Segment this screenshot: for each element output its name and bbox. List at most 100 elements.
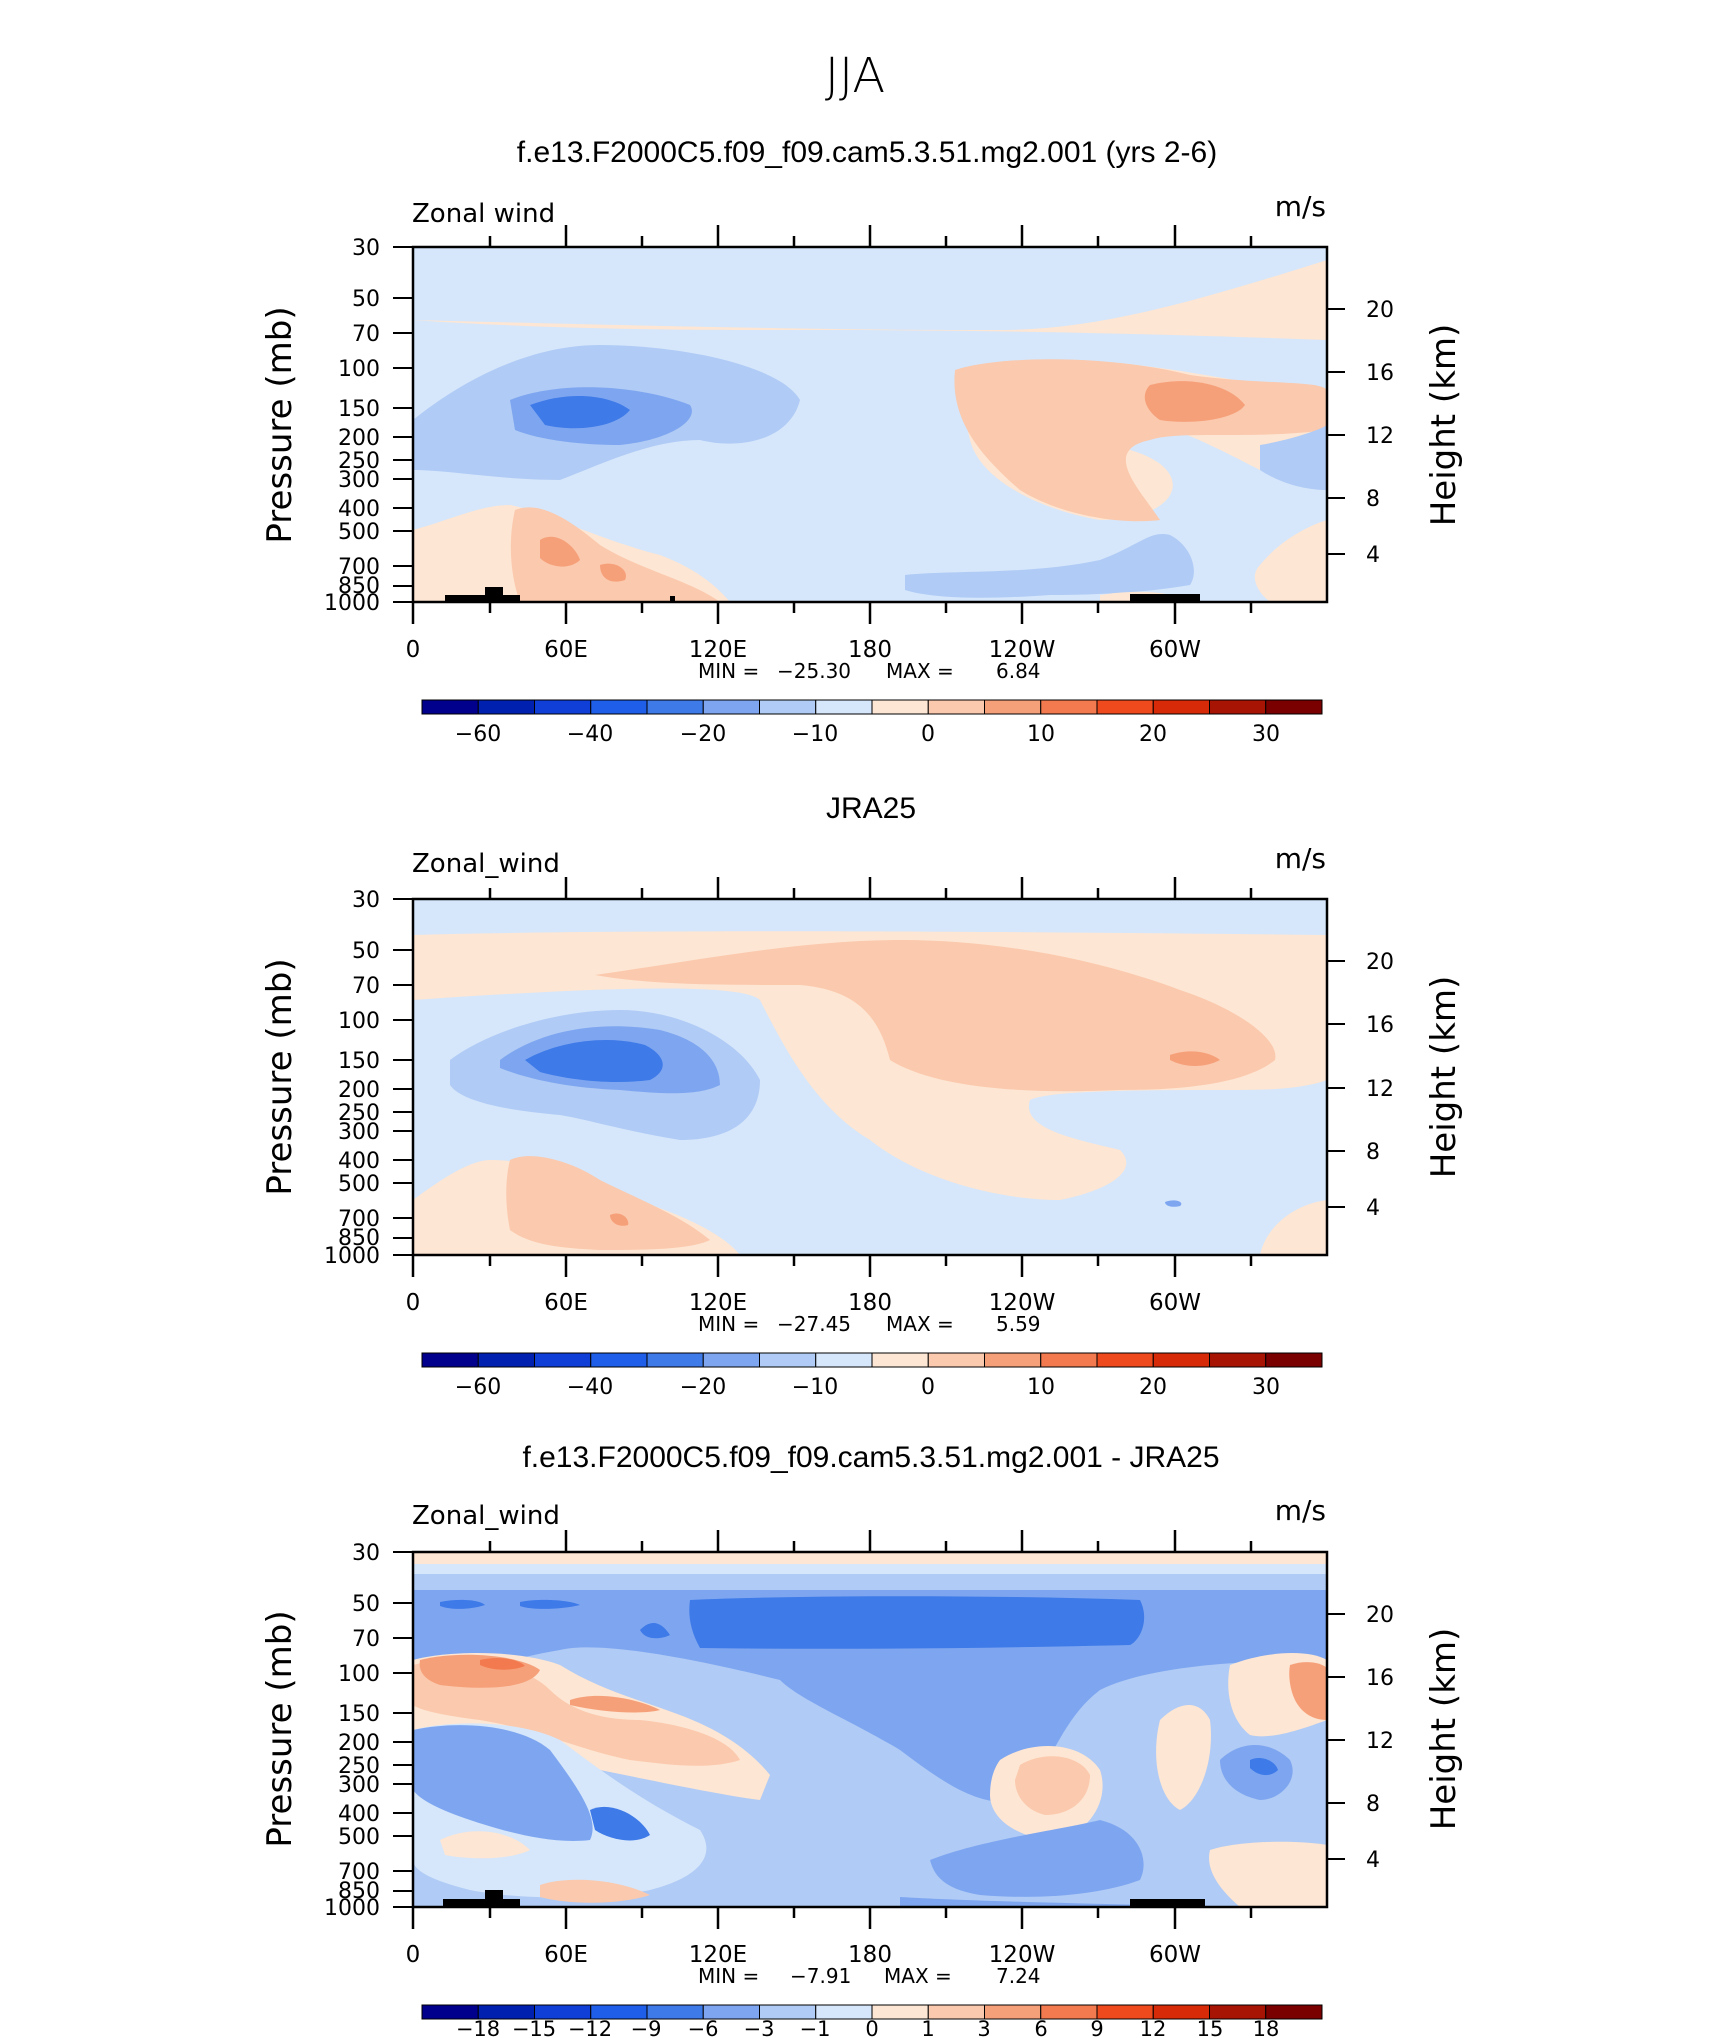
panel-1-y-ticks [393, 246, 413, 603]
colorbar-swatch-1-8 [871, 699, 929, 715]
panel-1-ytick-5: 200 [338, 426, 380, 451]
panel-1-colorbar-labels: −60 −40 −20 −10 0 10 20 30 [455, 722, 1280, 747]
panel-3-xtick-3: 180 [848, 1942, 892, 1968]
panel-1-rtick-1: 16 [1366, 361, 1394, 386]
panel-3-ytick-6: 250 [338, 1754, 380, 1779]
panel-3-xtick-2: 120E [689, 1942, 747, 1968]
panel-1-ytick-7: 300 [338, 468, 380, 493]
panel-2: JRA25 Zonal_wind m/s [260, 792, 1464, 1400]
panel-2-xtick-5: 60W [1149, 1290, 1201, 1316]
panel-2-ytick-10: 700 [338, 1207, 380, 1232]
panel-1-cbar-label-6: 20 [1139, 722, 1167, 747]
panel-1-x-tick-labels: 0 60E 120E 180 120W 60W [406, 637, 1201, 663]
panel-3-ytick-10: 700 [338, 1860, 380, 1885]
panel-3-ytick-7: 300 [338, 1773, 380, 1798]
panel-3-colorbar [421, 2004, 1323, 2020]
colorbar-swatch-1-14 [1209, 699, 1267, 715]
panel-1-ylabel: Pressure (mb) [260, 306, 300, 543]
panel-1-xtick-4: 120W [989, 637, 1056, 663]
colorbar-swatch-2-15 [1265, 1352, 1323, 1368]
panel-3-rtick-1: 16 [1366, 1666, 1394, 1691]
colorbar-swatch-2-9 [927, 1352, 985, 1368]
colorbar-swatch-2-2 [534, 1352, 592, 1368]
panel-2-ytick-3: 100 [338, 1009, 380, 1034]
panel-1-max-label: MAX = [886, 659, 954, 683]
panel-2-xtick-0: 0 [406, 1290, 421, 1316]
panel-3-x-ticks [411, 1530, 1253, 1929]
panel-3-ytick-5: 200 [338, 1731, 380, 1756]
panel-2-cbar-label-3: −10 [792, 1375, 838, 1400]
panel-3-cbar-label-12: 12 [1140, 2017, 1167, 2038]
panel-1-minmax: MIN = −25.30 MAX = 6.84 [698, 659, 1041, 683]
panel-3-right-tick-labels: 20 16 12 8 4 [1366, 1603, 1394, 1873]
panel-3-units-label: m/s [1275, 1494, 1326, 1527]
panel-3-ytick-3: 100 [338, 1662, 380, 1687]
panel-1-ytick-10: 700 [338, 555, 380, 580]
colorbar-swatch-2-14 [1209, 1352, 1267, 1368]
panel-3-cbar-label-0: −18 [456, 2017, 500, 2038]
panel-3-rtick-3: 8 [1366, 1792, 1380, 1817]
panel-2-field [413, 899, 1327, 1255]
panel-3-cbar-label-1: −15 [512, 2017, 556, 2038]
panel-2-ytick-8: 400 [338, 1149, 380, 1174]
panel-2-y-tick-labels: 30 50 70 100 150 200 250 300 400 500 700… [324, 888, 380, 1269]
panel-3-max-label: MAX = [884, 1964, 952, 1988]
panel-2-cbar-label-2: −20 [680, 1375, 726, 1400]
panel-2-ytick-4: 150 [338, 1049, 380, 1074]
panel-1-ytick-9: 500 [338, 520, 380, 545]
colorbar-swatch-1-10 [984, 699, 1042, 715]
colorbar-swatch-2-12 [1096, 1352, 1154, 1368]
panel-3-ytick-11: 850 [338, 1879, 380, 1904]
panel-2-ytick-7: 300 [338, 1120, 380, 1145]
panel-2-ytick-9: 500 [338, 1172, 380, 1197]
panel-3-ytick-8: 400 [338, 1802, 380, 1827]
panel-3-cbar-label-11: 9 [1090, 2017, 1103, 2038]
panel-2-max-value: 5.59 [996, 1312, 1041, 1336]
panel-3-cbar-label-4: −6 [688, 2017, 719, 2038]
panel-1-xtick-0: 0 [406, 637, 421, 663]
panel-3-rtick-0: 20 [1366, 1603, 1394, 1628]
colorbar-swatch-1-11 [1040, 699, 1098, 715]
panel-2-max-label: MAX = [886, 1312, 954, 1336]
colorbar-swatch-1-3 [590, 699, 648, 715]
panel-2-right-tick-labels: 20 16 12 8 4 [1366, 950, 1394, 1221]
panel-2-ytick-2: 70 [352, 974, 380, 999]
colorbar-swatch-3-15 [1265, 2004, 1323, 2020]
panel-3-title: f.e13.F2000C5.f09_f09.cam5.3.51.mg2.001 … [522, 1441, 1219, 1474]
panel-2-rtick-3: 8 [1366, 1140, 1380, 1165]
panel-2-ytick-1: 50 [352, 939, 380, 964]
panel-1-right-tick-labels: 20 16 12 8 4 [1366, 298, 1394, 568]
panel-2-ylabel: Pressure (mb) [260, 958, 300, 1195]
panel-1-rtick-4: 4 [1366, 543, 1380, 568]
colorbar-swatch-1-2 [534, 699, 592, 715]
panel-2-min-label: MIN = [698, 1312, 759, 1336]
panel-3-ytick-1: 50 [352, 1592, 380, 1617]
panel-2-ytick-11: 850 [338, 1226, 380, 1251]
panel-2-cbar-label-6: 20 [1139, 1375, 1167, 1400]
panel-1-ytick-3: 100 [338, 357, 380, 382]
panel-2-xtick-2: 120E [689, 1290, 747, 1316]
panel-3-minmax: MIN = −7.91 MAX = 7.24 [698, 1964, 1041, 1988]
panel-3-cbar-label-10: 6 [1034, 2017, 1047, 2038]
colorbar-swatch-1-13 [1152, 699, 1210, 715]
colorbar-swatch-2-3 [590, 1352, 648, 1368]
panel-3-ylabel: Pressure (mb) [260, 1610, 300, 1847]
figure-title: JJA [825, 48, 885, 104]
panel-2-ytick-0: 30 [352, 888, 380, 913]
panel-3: f.e13.F2000C5.f09_f09.cam5.3.51.mg2.001 … [260, 1441, 1464, 2038]
panel-3-y-ticks [393, 1551, 413, 1908]
panel-1-rtick-2: 12 [1366, 424, 1394, 449]
panel-1-ytick-12: 1000 [324, 591, 380, 616]
colorbar-swatch-1-7 [815, 699, 873, 715]
panel-3-xtick-5: 60W [1149, 1942, 1201, 1968]
panel-2-min-value: −27.45 [777, 1312, 851, 1336]
panel-3-cbar-label-7: 0 [865, 2017, 878, 2038]
panel-3-y-tick-labels: 30 50 70 100 150 200 250 300 400 500 700… [324, 1541, 380, 1921]
panel-1-xtick-2: 120E [689, 637, 747, 663]
panel-2-cbar-label-7: 30 [1252, 1375, 1280, 1400]
panel-3-ytick-2: 70 [352, 1627, 380, 1652]
panel-3-rtick-4: 4 [1366, 1848, 1380, 1873]
colorbar-swatch-2-0 [421, 1352, 479, 1368]
panel-2-ylabel-right: Height (km) [1424, 976, 1464, 1179]
panel-2-ytick-6: 250 [338, 1101, 380, 1126]
